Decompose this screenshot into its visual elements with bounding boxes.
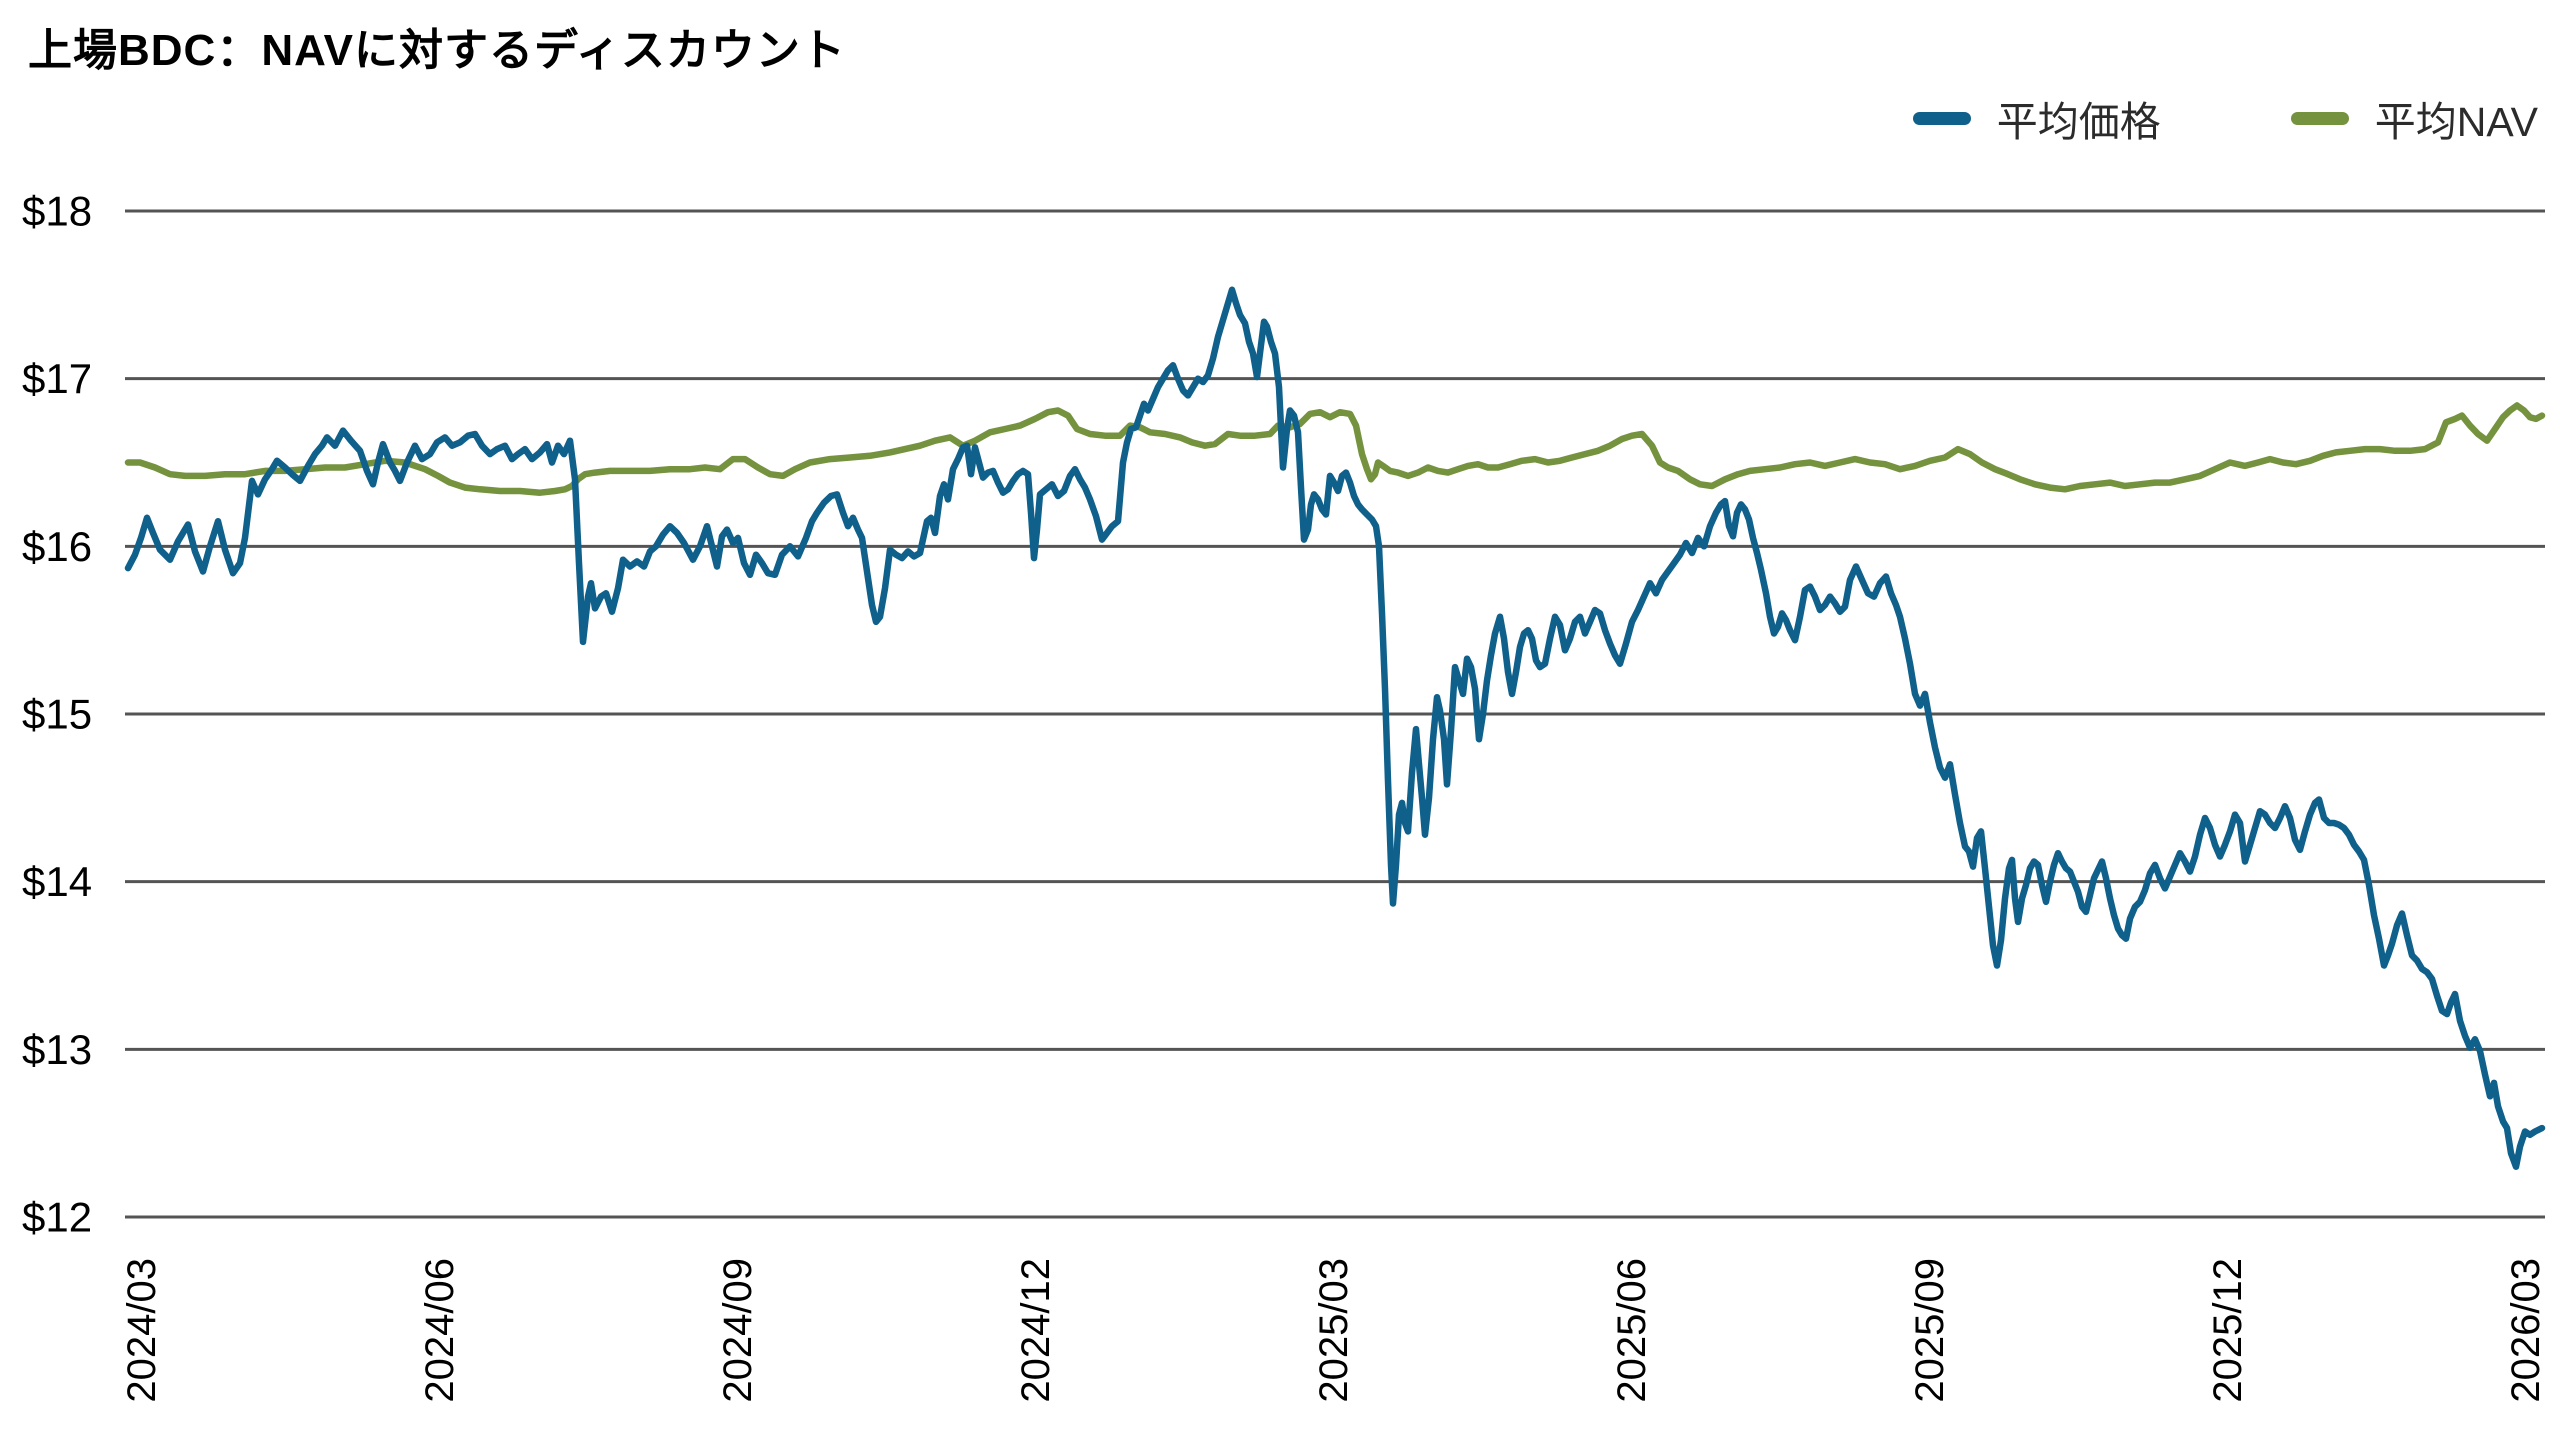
legend-label-price: 平均価格 <box>1996 99 2161 145</box>
y-axis-label-14: $14 <box>22 858 92 905</box>
price-line <box>124 286 2546 1170</box>
y-axis-label-13: $13 <box>22 1026 92 1073</box>
x-axis-label-2026/03: 2026/03 <box>2504 1258 2548 1403</box>
x-axis-label-2024/03: 2024/03 <box>120 1258 164 1403</box>
x-axis-label-2025/12: 2025/12 <box>2206 1258 2250 1403</box>
price-series-swatch <box>1912 111 1971 125</box>
x-axis-label-2025/06: 2025/06 <box>1610 1258 1654 1403</box>
x-axis-label-2025/09: 2025/09 <box>1908 1258 1952 1403</box>
nav-series-swatch <box>2290 111 2349 125</box>
y-axis-label-15: $15 <box>22 691 92 738</box>
chart-legend: 平均価格 平均NAV <box>1912 88 2538 148</box>
y-axis-label-17: $17 <box>22 355 92 402</box>
page-title: 上場BDC：NAVに対するディスカウント <box>28 26 846 75</box>
y-axis-label-18: $18 <box>22 188 92 235</box>
x-axis-label-2024/09: 2024/09 <box>716 1258 760 1403</box>
legend-item-nav: 平均NAV <box>2290 88 2538 148</box>
x-axis-label-2024/12: 2024/12 <box>1014 1258 1058 1403</box>
nav-line <box>124 402 2546 496</box>
y-axis-label-16: $16 <box>22 523 92 570</box>
legend-item-price: 平均価格 <box>1912 88 2161 148</box>
x-axis-label-2024/06: 2024/06 <box>418 1258 462 1403</box>
y-axis-label-12: $12 <box>22 1194 92 1241</box>
x-axis-label-2025/03: 2025/03 <box>1312 1258 1356 1403</box>
legend-label-nav: 平均NAV <box>2374 99 2538 145</box>
